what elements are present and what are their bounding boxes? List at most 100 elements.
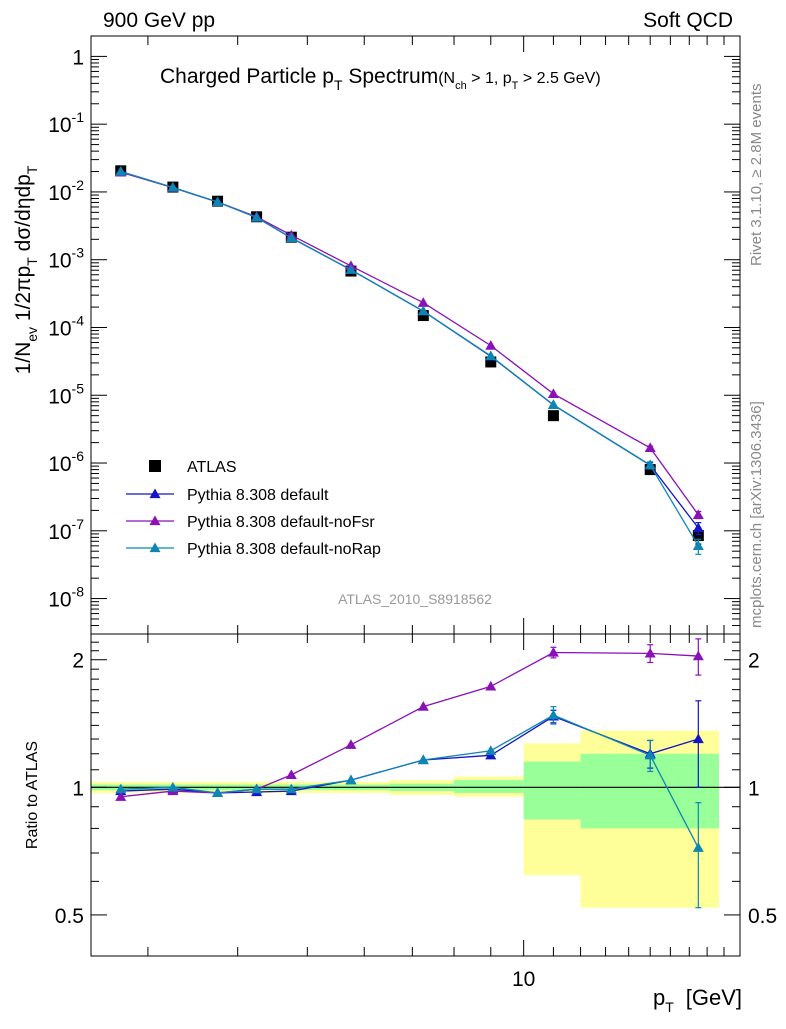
legend-item: Pythia 8.308 default-noRap [126, 541, 381, 558]
ylabel-c-sub: T [24, 165, 40, 174]
ratio-plot: 0.5 0.5 1 1 2 2 10 [55, 634, 777, 991]
ratio-point [692, 650, 704, 661]
ylabel-a-sub: ev [24, 327, 40, 342]
legend-marker [149, 488, 161, 499]
data-point [167, 181, 179, 192]
y-tick-label: 1 [72, 46, 84, 69]
data-point [485, 350, 497, 361]
ratio-point [115, 791, 127, 801]
ylabel-b-sub: T [24, 257, 40, 266]
ratio-y-tick-label-right: 1 [748, 777, 760, 800]
y-tick-label: 10-8 [48, 584, 84, 612]
y-tick-label: 10-3 [48, 245, 84, 273]
chart-title-main: Charged Particle p [160, 65, 334, 88]
ratio-point [692, 733, 704, 744]
stat-band [580, 753, 708, 829]
analysis-id-label: ATLAS_2010_S8918562 [338, 591, 492, 607]
legend-label: ATLAS [187, 459, 237, 476]
legend-marker [149, 542, 161, 553]
ratio-point [167, 781, 179, 792]
legend-item: ATLAS [149, 459, 237, 476]
header-left-label: 900 GeV pp [103, 9, 215, 32]
data-point [692, 522, 704, 533]
ratio-plot-frame [90, 633, 741, 957]
data-point [115, 166, 127, 176]
data-point [644, 459, 656, 470]
ratio-point [417, 754, 429, 765]
ratio-y-tick-label-right: 0.5 [748, 905, 777, 928]
ylabel-a: 1/N [12, 342, 35, 375]
data-point [644, 464, 656, 476]
side-mcplots-label: mcplots.cern.ch [arXiv:1306.3436] [748, 401, 765, 628]
y-tick-label: 10-6 [48, 448, 84, 476]
data-point [345, 264, 357, 274]
legend-label: Pythia 8.308 default-noRap [187, 541, 381, 558]
ratio-point [212, 787, 224, 798]
y-tick-label: 10-1 [48, 109, 84, 137]
ratio-point [547, 647, 559, 657]
data-point [692, 509, 704, 519]
ratio-point [115, 783, 127, 794]
ratio-point [644, 647, 656, 658]
ratio-point [644, 749, 656, 760]
ratio-point [417, 701, 429, 711]
legend-label: Pythia 8.308 default-noFsr [187, 514, 375, 531]
ratio-point [547, 709, 559, 720]
legend: ATLAS Pythia 8.308 default Pythia 8.308 de… [126, 459, 381, 558]
stat-band [523, 761, 581, 820]
ratio-y-tick-label: 1 [72, 777, 84, 800]
y-tick-label: 10-5 [48, 380, 84, 408]
data-point [692, 540, 704, 550]
side-rivet-label: Rivet 3.1.10, ≥ 2.8M events [748, 84, 765, 267]
chart-title: Charged Particle pT Spectrum(Nch > 1, pT… [160, 65, 601, 93]
data-point [547, 399, 559, 410]
data-point [547, 410, 559, 422]
x-tick-label: 10 [512, 968, 535, 991]
main-y-axis-label: 1/Nev 1/2πpT dσ/dηdpT [12, 165, 40, 374]
data-point [251, 211, 263, 222]
ratio-point [692, 842, 704, 852]
data-point [644, 442, 656, 453]
ratio-point [285, 769, 297, 779]
legend-item: Pythia 8.308 default [126, 487, 329, 504]
legend-item: Pythia 8.308 default-noFsr [126, 514, 375, 531]
header-right-label: Soft QCD [643, 9, 733, 32]
chart-title-main-tail: Spectrum [343, 65, 439, 88]
chart-title-paren-open: (N [438, 70, 455, 87]
ratio-point [485, 680, 497, 691]
ratio-y-tick-label: 2 [72, 650, 84, 673]
ratio-y-axis-label: Ratio to ATLAS [24, 741, 41, 849]
ratio-point [345, 739, 357, 749]
legend-marker [149, 460, 161, 472]
ratio-series-noRap [115, 706, 704, 909]
data-point [417, 297, 429, 307]
chart-title-main-sub: T [334, 77, 343, 93]
main-plot: 10-8 10-7 10-6 10-5 10-4 10-3 10-2 10-1 1 [48, 35, 741, 635]
ratio-y-tick-label: 0.5 [55, 905, 84, 928]
y-tick-label: 10-7 [48, 516, 84, 544]
ylabel-b: 1/2πp [12, 266, 35, 327]
data-point [285, 232, 297, 243]
x-axis-label: pT [GeV] [653, 985, 742, 1015]
legend-label: Pythia 8.308 default [187, 487, 329, 504]
ratio-point [251, 783, 263, 794]
data-point [692, 530, 704, 542]
stat-band [454, 780, 524, 793]
data-point [212, 196, 224, 207]
ratio-y-tick-label-right: 2 [748, 650, 760, 673]
stat-band [707, 753, 720, 829]
data-point [485, 356, 497, 368]
chart-title-paren-tail: > 2.5 GeV) [518, 70, 600, 87]
xlabel-a: p [653, 985, 665, 1010]
legend-marker [149, 515, 161, 526]
series-default [115, 166, 704, 536]
data-point [547, 388, 559, 398]
series-noRap [115, 166, 704, 555]
data-point [417, 305, 429, 316]
xlabel-b: [GeV] [686, 985, 742, 1010]
xlabel-a-sub: T [665, 999, 674, 1015]
chart-title-paren-sub2: T [512, 80, 519, 92]
ylabel-c: dσ/dηdp [12, 174, 35, 257]
ratio-point [485, 745, 497, 755]
